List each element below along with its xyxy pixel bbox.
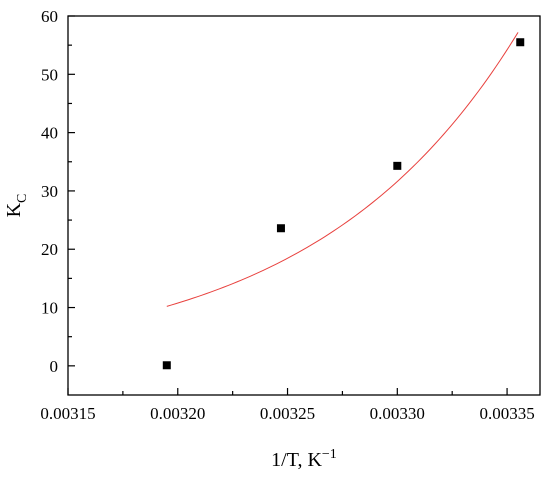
y-axis: 0 10 20 30 40 50 60 — [41, 7, 75, 376]
x-tick-label: 0.00335 — [479, 404, 534, 423]
fit-curve — [166, 32, 519, 307]
x-tick-label: 0.00325 — [260, 404, 315, 423]
y-axis-title-text: K — [3, 202, 25, 217]
data-point — [516, 38, 525, 47]
x-axis-title: 1/T, K−1 — [271, 447, 337, 471]
x-tick-label: 0.00320 — [150, 404, 205, 423]
y-axis-title: KC — [3, 194, 30, 218]
plot-frame — [67, 15, 541, 396]
y-tick-label: 40 — [41, 124, 58, 143]
y-axis-title-subscript: C — [15, 194, 30, 203]
y-tick-label: 0 — [50, 357, 59, 376]
data-markers — [162, 38, 525, 370]
x-tick-label: 0.00330 — [370, 404, 425, 423]
plot-area — [67, 15, 541, 396]
x-tick-label: 0.00315 — [40, 404, 95, 423]
y-tick-label: 30 — [41, 182, 58, 201]
y-tick-label: 10 — [41, 299, 58, 318]
data-point — [276, 224, 285, 233]
y-tick-label: 60 — [41, 7, 58, 26]
y-tick-label: 50 — [41, 65, 58, 84]
data-point — [393, 161, 402, 170]
x-axis-title-text: 1/T, K — [271, 449, 322, 471]
x-axis-title-superscript: −1 — [322, 447, 337, 462]
data-point — [162, 361, 171, 370]
y-tick-label: 20 — [41, 240, 58, 259]
x-axis: 0.00315 0.00320 0.00325 0.00330 0.00335 — [40, 388, 535, 423]
